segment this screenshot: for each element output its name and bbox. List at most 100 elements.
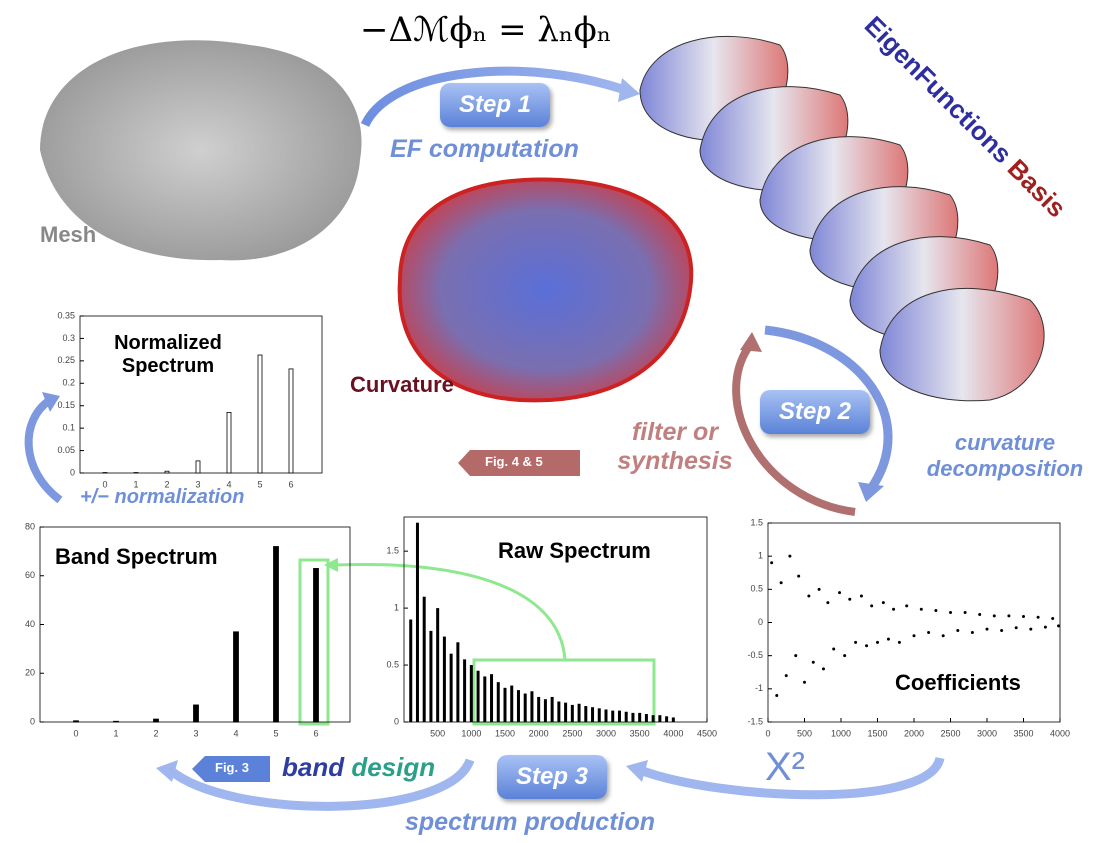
point xyxy=(848,598,851,601)
y-tick-label: 40 xyxy=(25,619,35,629)
bar xyxy=(450,654,453,722)
point xyxy=(993,614,996,617)
bar xyxy=(463,659,466,722)
bar xyxy=(645,714,648,722)
y-tick-label: 1.5 xyxy=(386,546,399,556)
point xyxy=(1000,629,1003,632)
x-tick-label: 3 xyxy=(193,728,198,738)
point xyxy=(1015,626,1018,629)
x-tick-label: 6 xyxy=(313,728,318,738)
arrow-band xyxy=(335,564,565,660)
point xyxy=(1022,615,1025,618)
chi2-label: X² xyxy=(765,745,805,790)
point xyxy=(770,561,773,564)
bar xyxy=(544,699,547,722)
bar xyxy=(557,702,560,723)
fig45-label[interactable]: Fig. 4 & 5 xyxy=(485,454,543,469)
x-tick-label: 1500 xyxy=(867,728,887,738)
point xyxy=(964,611,967,614)
point xyxy=(986,628,989,631)
step-button[interactable]: Step 1 xyxy=(440,83,550,127)
x-tick-label: 0 xyxy=(73,728,78,738)
point xyxy=(942,634,945,637)
y-tick-label: -1 xyxy=(755,683,763,693)
bar xyxy=(510,686,513,722)
bar xyxy=(74,721,79,722)
ef-label: EF computation xyxy=(390,135,579,164)
point xyxy=(797,575,800,578)
bar xyxy=(443,637,446,722)
bar xyxy=(665,716,668,722)
point xyxy=(882,601,885,604)
point xyxy=(860,594,863,597)
point xyxy=(927,631,930,634)
y-tick-label: 0 xyxy=(758,617,763,627)
x-tick-label: 2 xyxy=(153,728,158,738)
bar xyxy=(416,523,419,722)
bar xyxy=(234,632,239,722)
arrowhead xyxy=(740,332,762,352)
bar xyxy=(456,642,459,722)
y-tick-label: 0 xyxy=(30,716,35,726)
mesh-label: Mesh xyxy=(40,222,96,248)
point xyxy=(971,631,974,634)
point xyxy=(812,661,815,664)
x-tick-label: 4000 xyxy=(663,728,683,738)
point xyxy=(870,604,873,607)
point xyxy=(978,613,981,616)
y-tick-label: 0.15 xyxy=(57,400,75,410)
curvature-brain xyxy=(400,179,692,400)
arrowhead xyxy=(626,760,648,782)
point xyxy=(1037,616,1040,619)
bar xyxy=(618,711,621,722)
point xyxy=(843,654,846,657)
y-tick-label: 1 xyxy=(394,602,399,612)
point xyxy=(920,608,923,611)
point xyxy=(780,581,783,584)
diagram-art: 00.050.10.150.20.250.30.3501234560204060… xyxy=(0,0,1111,843)
bar xyxy=(289,369,293,473)
fig3-label[interactable]: Fig. 3 xyxy=(215,760,249,775)
filter-label: filter or synthesis xyxy=(600,418,750,476)
chart-title: Normalized Spectrum xyxy=(98,332,238,378)
x-tick-label: 4 xyxy=(233,728,238,738)
arrowhead xyxy=(618,78,640,102)
chart-title: Band Spectrum xyxy=(55,544,218,570)
bar xyxy=(490,674,493,722)
bar xyxy=(571,705,574,722)
x-tick-label: 1000 xyxy=(461,728,481,738)
design-word: design xyxy=(351,752,435,782)
point xyxy=(818,588,821,591)
x-tick-label: 5 xyxy=(273,728,278,738)
x-tick-label: 4500 xyxy=(697,728,717,738)
bar xyxy=(227,412,231,473)
point xyxy=(794,654,797,657)
page: 00.050.10.150.20.250.30.3501234560204060… xyxy=(0,0,1111,843)
y-tick-label: 80 xyxy=(25,521,35,531)
bar xyxy=(470,665,473,722)
equation: −Δℳϕₙ = λₙϕₙ xyxy=(360,10,612,50)
step-button[interactable]: Step 3 xyxy=(497,755,607,799)
bar xyxy=(114,721,119,722)
point xyxy=(934,609,937,612)
y-tick-label: 0.5 xyxy=(386,659,399,669)
bar xyxy=(658,715,661,722)
point xyxy=(807,594,810,597)
bar xyxy=(409,620,412,723)
x-tick-label: 2500 xyxy=(562,728,582,738)
x-tick-label: 2000 xyxy=(904,728,924,738)
point xyxy=(788,555,791,558)
bar xyxy=(638,713,641,722)
y-tick-label: 1 xyxy=(758,551,763,561)
step-button[interactable]: Step 2 xyxy=(760,390,870,434)
point xyxy=(876,641,879,644)
bar xyxy=(625,712,628,722)
y-tick-label: 0.25 xyxy=(57,355,75,365)
point xyxy=(826,601,829,604)
y-tick-label: 0.2 xyxy=(62,378,75,388)
point xyxy=(1057,624,1060,627)
bar xyxy=(314,568,319,722)
arrowhead xyxy=(858,482,884,502)
point xyxy=(785,674,788,677)
bar xyxy=(154,719,159,722)
